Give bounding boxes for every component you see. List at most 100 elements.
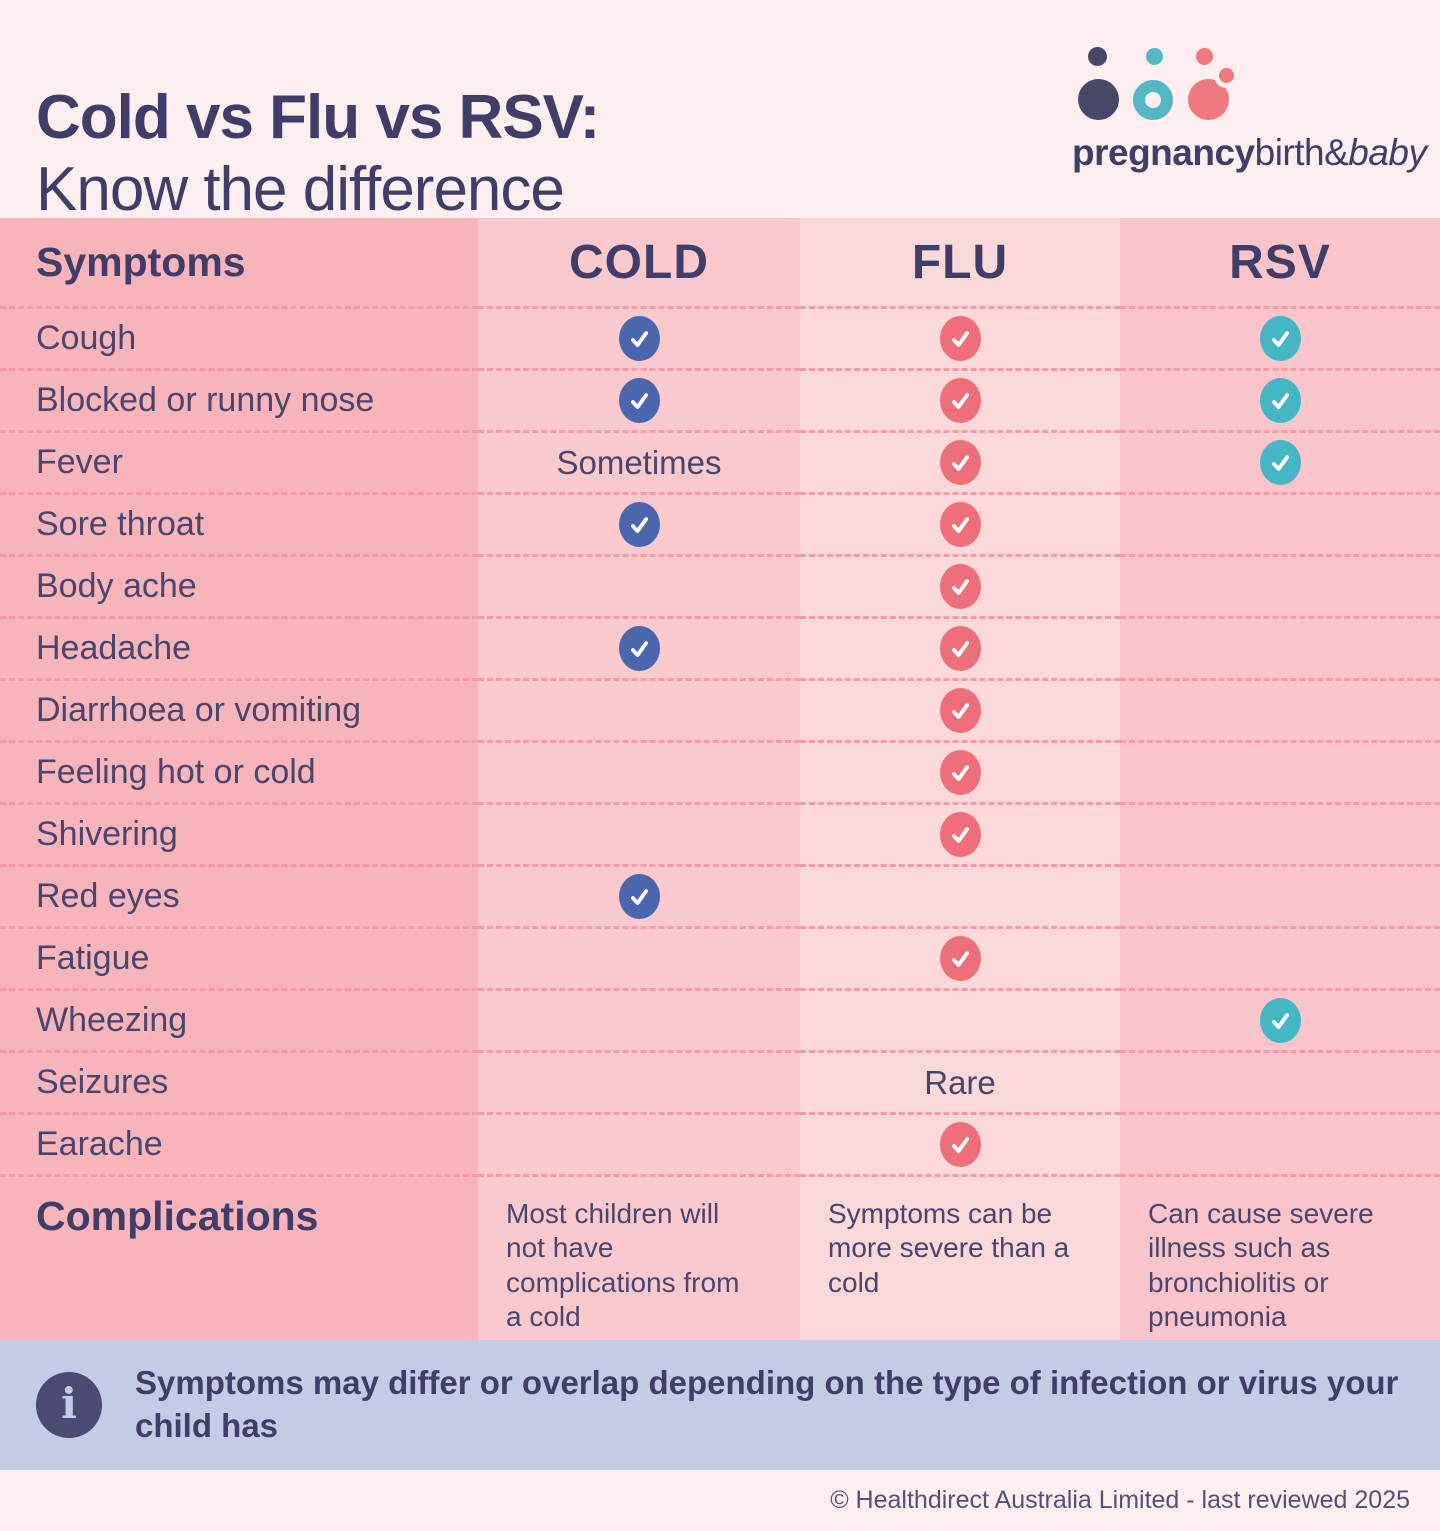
flu-cell — [800, 988, 1120, 1050]
complications-flu-text: Symptoms can be more severe than a cold — [800, 1174, 1120, 1340]
symptom-label: Feeling hot or cold — [36, 753, 316, 791]
cold-cell — [478, 988, 800, 1050]
flu-cell — [800, 926, 1120, 988]
cold-cell — [478, 678, 800, 740]
complications-label: Complications — [0, 1174, 478, 1340]
logo-text-birth-amp: birth& — [1254, 132, 1349, 173]
info-banner-text: Symptoms may differ or overlap depending… — [135, 1364, 1399, 1444]
table-row: Red eyes — [0, 864, 1440, 926]
rsv-cell — [1120, 678, 1440, 740]
table-header-row: Symptoms COLD FLU RSV — [0, 218, 1440, 306]
flu-check-icon — [939, 440, 981, 485]
cold-check-icon — [618, 502, 660, 547]
rsv-cell — [1120, 988, 1440, 1050]
table-row: Fatigue — [0, 926, 1440, 988]
flu-cell — [800, 492, 1120, 554]
flu-cell — [800, 616, 1120, 678]
symptom-label: Headache — [36, 629, 192, 667]
table-row: Feeling hot or cold — [0, 740, 1440, 802]
cold-cell — [478, 926, 800, 988]
table-row: Wheezing — [0, 988, 1440, 1050]
page-footer: © Healthdirect Australia Limited - last … — [0, 1470, 1440, 1531]
flu-check-icon — [939, 564, 981, 609]
info-banner: i Symptoms may differ or overlap dependi… — [0, 1340, 1440, 1470]
cold-cell — [478, 1050, 800, 1112]
symptom-label: Fever — [36, 443, 123, 481]
symptom-label: Seizures — [36, 1063, 169, 1101]
rsv-check-icon — [1259, 378, 1301, 423]
flu-check-icon — [939, 378, 981, 423]
table-row: Earache — [0, 1112, 1440, 1174]
page-header: Cold vs Flu vs RSV: Know the difference … — [0, 0, 1440, 224]
cold-cell — [478, 1112, 800, 1174]
rsv-check-icon — [1259, 316, 1301, 361]
page-title-line-2: Know the difference — [36, 155, 565, 225]
column-header-flu: FLU — [911, 235, 1009, 289]
flu-cell — [800, 802, 1120, 864]
table-row: Cough — [0, 306, 1440, 368]
flu-check-icon — [939, 812, 981, 857]
symptom-label: Earache — [36, 1125, 163, 1163]
flu-cell: Rare — [800, 1050, 1120, 1112]
cold-cell — [478, 492, 800, 554]
flu-cell — [800, 740, 1120, 802]
rsv-cell — [1120, 616, 1440, 678]
rsv-cell — [1120, 1050, 1440, 1112]
column-header-symptoms: Symptoms — [0, 218, 478, 306]
cold-cell: Sometimes — [478, 430, 800, 492]
cold-cell — [478, 864, 800, 926]
rsv-check-icon — [1259, 998, 1301, 1043]
page-title-line-1: Cold vs Flu vs RSV: — [36, 82, 600, 152]
symptom-label: Sore throat — [36, 505, 205, 543]
flu-cell — [800, 430, 1120, 492]
rsv-cell — [1120, 430, 1440, 492]
cold-cell — [478, 740, 800, 802]
flu-cell — [800, 864, 1120, 926]
rsv-cell — [1120, 740, 1440, 802]
symptom-label: Diarrhoea or vomiting — [36, 691, 362, 729]
table-row: Shivering — [0, 802, 1440, 864]
rsv-cell — [1120, 926, 1440, 988]
table-row: Body ache — [0, 554, 1440, 616]
flu-check-icon — [939, 316, 981, 361]
rsv-cell — [1120, 306, 1440, 368]
column-header-rsv: RSV — [1229, 235, 1331, 289]
rsv-cell — [1120, 492, 1440, 554]
flu-cell — [800, 1112, 1120, 1174]
table-row: Fever Sometimes — [0, 430, 1440, 492]
column-header-cold: COLD — [569, 235, 709, 289]
symptom-label: Red eyes — [36, 877, 180, 915]
table-row: Headache — [0, 616, 1440, 678]
cold-check-icon — [618, 316, 660, 361]
flu-cell — [800, 678, 1120, 740]
person-child-icon — [1131, 48, 1175, 120]
complications-rsv-text: Can cause severe illness such as bronchi… — [1120, 1174, 1440, 1340]
flu-check-icon — [939, 936, 981, 981]
symptom-label: Body ache — [36, 567, 197, 605]
rsv-cell — [1120, 1112, 1440, 1174]
rsv-cell — [1120, 368, 1440, 430]
symptom-rows: Cough Blocked or runny nose Fever Someti… — [0, 306, 1440, 1174]
cold-cell — [478, 554, 800, 616]
flu-check-icon — [939, 626, 981, 671]
table-row: Seizures Rare — [0, 1050, 1440, 1112]
table-row: Sore throat — [0, 492, 1440, 554]
flu-check-icon — [939, 502, 981, 547]
symptom-label: Shivering — [36, 815, 178, 853]
page-title: Cold vs Flu vs RSV: Know the difference — [36, 82, 600, 227]
cold-note-text: Sometimes — [556, 443, 722, 481]
logo-figures — [1076, 47, 1372, 120]
flu-check-icon — [939, 688, 981, 733]
rsv-cell — [1120, 864, 1440, 926]
complications-row: Complications Most children will not hav… — [0, 1174, 1440, 1340]
cold-cell — [478, 306, 800, 368]
rsv-cell — [1120, 554, 1440, 616]
symptom-label: Blocked or runny nose — [36, 381, 375, 419]
table-row: Diarrhoea or vomiting — [0, 678, 1440, 740]
cold-cell — [478, 368, 800, 430]
pregnancy-birth-baby-logo: pregnancybirth&baby — [1072, 47, 1427, 174]
cold-cell — [478, 616, 800, 678]
cold-cell — [478, 802, 800, 864]
flu-check-icon — [939, 1122, 981, 1167]
